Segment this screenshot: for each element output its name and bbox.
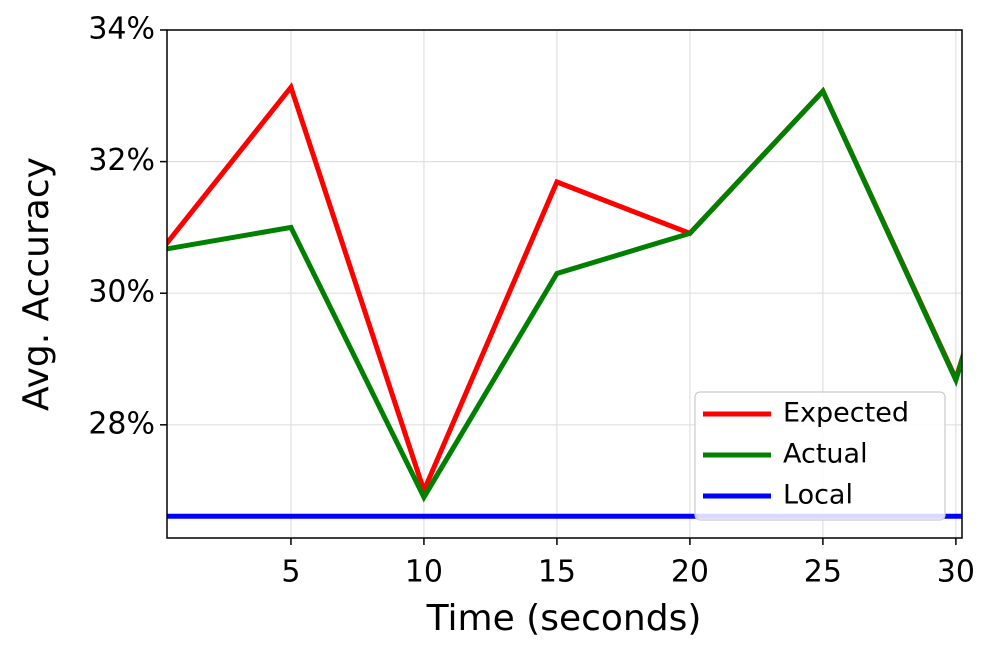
legend: Expected Actual Local bbox=[694, 391, 946, 521]
x-tick-label: 10 bbox=[405, 555, 443, 590]
y-axis-label: Avg. Accuracy bbox=[16, 157, 57, 411]
x-tick-label: 15 bbox=[538, 555, 576, 590]
x-tick-label: 25 bbox=[804, 555, 842, 590]
plot-frame bbox=[166, 29, 963, 539]
legend-label: Local bbox=[783, 480, 853, 511]
y-tick-label: 30% bbox=[88, 275, 155, 310]
x-tick-label: 5 bbox=[281, 555, 300, 590]
x-tick-label: 30 bbox=[937, 555, 975, 590]
legend-box bbox=[694, 391, 946, 521]
legend-label: Actual bbox=[783, 439, 868, 470]
legend-label: Expected bbox=[783, 398, 909, 429]
y-tick-label: 32% bbox=[88, 143, 155, 178]
x-tick-label: 20 bbox=[671, 555, 709, 590]
y-tick-label: 34% bbox=[88, 12, 155, 47]
y-tick-label: 28% bbox=[88, 406, 155, 441]
ticks: 5 10 15 20 25 30 28% 30% 32% 34% bbox=[88, 12, 975, 590]
x-axis-label: Time (seconds) bbox=[426, 598, 702, 639]
series-line bbox=[167, 86, 962, 503]
